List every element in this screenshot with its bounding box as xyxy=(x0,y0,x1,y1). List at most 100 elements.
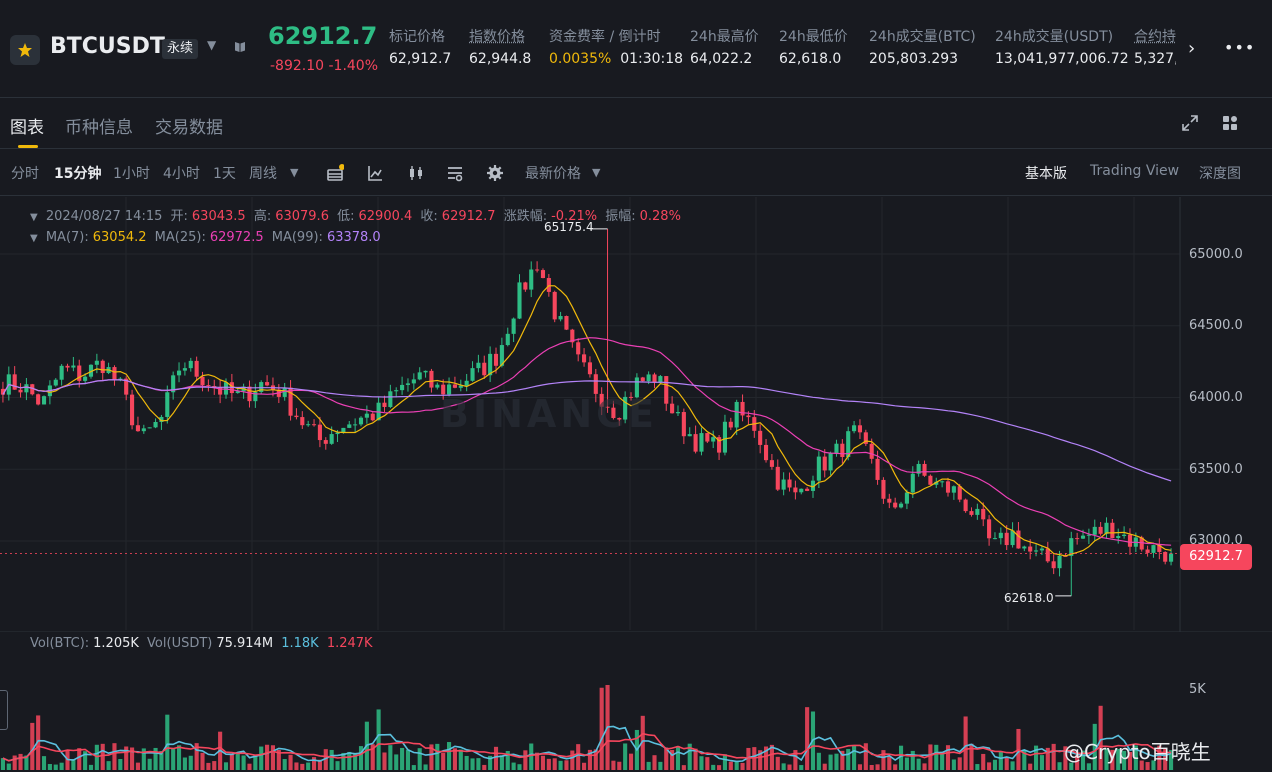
tab-coin-info[interactable]: 币种信息 xyxy=(65,118,133,138)
volume-bar xyxy=(1045,747,1050,770)
favorite-button[interactable] xyxy=(10,35,40,65)
volume-bar xyxy=(1039,755,1044,770)
candlestick-chart[interactable] xyxy=(0,197,1272,632)
volume-bar xyxy=(382,752,387,770)
volume-bar xyxy=(816,752,821,770)
volume-bar xyxy=(758,750,763,770)
volume-bar xyxy=(447,742,452,770)
volume-bar xyxy=(30,722,35,770)
interval-15m[interactable]: 15分钟 xyxy=(54,166,102,182)
more-icon[interactable]: ••• xyxy=(1224,38,1256,57)
candle-body xyxy=(1069,538,1074,556)
candle-body xyxy=(875,458,880,480)
candle-body xyxy=(740,401,745,416)
volume-bar xyxy=(153,747,158,770)
volume-bar xyxy=(400,747,405,770)
volume-bar xyxy=(852,746,857,770)
candle-body xyxy=(294,415,299,418)
volume-bar xyxy=(259,746,264,770)
volume-bar xyxy=(394,754,399,770)
volume-bar xyxy=(388,745,393,770)
candle-body xyxy=(822,456,827,471)
candle-body xyxy=(1127,534,1133,547)
candle-body xyxy=(165,392,170,417)
tab-trading-data[interactable]: 交易数据 xyxy=(155,118,223,138)
candle-body xyxy=(564,316,569,330)
view-depth[interactable]: 深度图 xyxy=(1199,166,1241,182)
candle-body xyxy=(511,318,516,334)
candle-body xyxy=(623,396,628,420)
candle-body xyxy=(705,433,710,442)
indicator-icon[interactable] xyxy=(326,164,344,182)
volume-bar xyxy=(1098,705,1103,770)
candle-body xyxy=(992,538,998,540)
volume-tick-label: 5K xyxy=(1189,682,1206,697)
interval-1h[interactable]: 1小时 xyxy=(113,166,150,182)
volume-bar xyxy=(83,751,88,770)
candle-body xyxy=(775,466,780,490)
candle-body xyxy=(77,365,82,381)
layout-grid-icon[interactable] xyxy=(1221,114,1239,132)
volume-bar xyxy=(358,746,364,770)
candle-body xyxy=(922,463,927,476)
interval-dropdown-icon[interactable]: ▼ xyxy=(290,166,299,179)
candle-body xyxy=(840,443,845,457)
candle-body xyxy=(975,508,980,515)
volume-bar xyxy=(623,743,628,770)
volume-bar xyxy=(769,744,774,770)
volume-bar xyxy=(675,746,681,770)
chevron-right-icon[interactable]: › xyxy=(1188,38,1196,59)
volume-bar xyxy=(1122,750,1127,770)
volume-bar xyxy=(945,745,951,770)
volume-bar xyxy=(869,764,874,770)
volume-bar xyxy=(781,763,786,770)
candle-body xyxy=(1122,534,1127,537)
volume-bar xyxy=(957,757,962,770)
panel-resize-handle[interactable] xyxy=(0,690,8,730)
stat-index-price[interactable]: 指数价格 62,944.8 xyxy=(469,29,532,67)
gear-icon[interactable] xyxy=(486,164,504,182)
draw-line-icon[interactable] xyxy=(366,164,384,182)
chevron-down-icon[interactable]: ▼ xyxy=(207,38,217,52)
candle-body xyxy=(1004,532,1009,546)
volume-bar xyxy=(265,744,270,770)
candle-body xyxy=(799,488,804,493)
candle-body xyxy=(1022,546,1027,549)
candle-body xyxy=(499,345,504,366)
volume-bar xyxy=(470,758,475,770)
candle-body xyxy=(816,456,821,481)
candle-body xyxy=(1028,546,1033,552)
candle-body xyxy=(846,431,851,457)
volume-bar xyxy=(376,709,381,770)
volume-bar xyxy=(969,743,974,770)
interval-1d[interactable]: 1天 xyxy=(213,166,236,182)
view-tradingview[interactable]: Trading View xyxy=(1090,163,1180,179)
template-icon[interactable] xyxy=(446,164,464,182)
candle-type-icon[interactable] xyxy=(407,164,425,182)
volume-bar xyxy=(898,745,904,770)
volume-bar xyxy=(135,762,140,770)
volume-bar xyxy=(1063,746,1068,770)
volume-bar xyxy=(922,763,927,770)
price-type-dropdown-icon[interactable]: ▼ xyxy=(592,166,601,179)
stat-funding-rate: 资金费率 / 倒计时 0.0035% 01:30:18 xyxy=(549,29,684,67)
candle-body xyxy=(1045,548,1050,562)
volume-bar xyxy=(188,755,193,770)
volume-bar xyxy=(582,762,587,770)
candle-body xyxy=(311,424,317,426)
expand-icon[interactable] xyxy=(1181,114,1199,132)
candle-body xyxy=(482,362,487,376)
interval-1w[interactable]: 周线 xyxy=(249,166,277,182)
price-type-select[interactable]: 最新价格 xyxy=(525,166,581,182)
volume-bar xyxy=(951,759,956,770)
candle-body xyxy=(763,444,769,461)
volume-bar xyxy=(916,758,921,770)
interval-time-share[interactable]: 分时 xyxy=(11,166,39,182)
interval-4h[interactable]: 4小时 xyxy=(163,166,200,182)
tab-chart[interactable]: 图表 xyxy=(10,118,44,138)
volume-bar xyxy=(182,757,187,770)
volume-bar xyxy=(18,753,23,770)
view-basic[interactable]: 基本版 xyxy=(1025,166,1067,182)
book-icon[interactable] xyxy=(234,41,246,53)
symbol-name[interactable]: BTCUSDT xyxy=(50,34,165,59)
